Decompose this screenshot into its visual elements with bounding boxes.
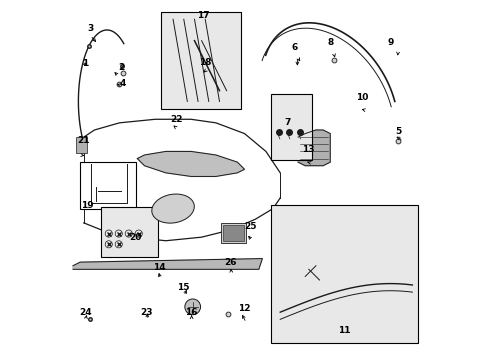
- Text: 22: 22: [170, 115, 183, 124]
- Text: 8: 8: [326, 38, 333, 47]
- Text: 24: 24: [79, 308, 92, 317]
- Bar: [223, 225, 244, 241]
- Text: 13: 13: [301, 145, 314, 154]
- Bar: [76, 137, 86, 153]
- Text: 6: 6: [291, 43, 297, 52]
- Text: 4: 4: [120, 79, 126, 88]
- Polygon shape: [73, 258, 262, 269]
- Text: 5: 5: [394, 127, 401, 136]
- Text: 19: 19: [81, 201, 93, 210]
- Bar: [221, 223, 246, 243]
- Text: 2: 2: [118, 63, 124, 72]
- Bar: [160, 12, 241, 109]
- Bar: [80, 162, 135, 208]
- Text: 25: 25: [244, 222, 257, 231]
- Bar: [271, 205, 417, 342]
- Ellipse shape: [151, 194, 194, 223]
- Text: 9: 9: [386, 38, 393, 47]
- Bar: [101, 207, 158, 257]
- Text: 17: 17: [197, 11, 210, 20]
- Text: 11: 11: [338, 325, 350, 334]
- Text: 3: 3: [87, 24, 93, 33]
- Text: 10: 10: [355, 93, 368, 102]
- Text: 20: 20: [129, 233, 142, 242]
- Polygon shape: [298, 130, 329, 166]
- Text: 15: 15: [177, 283, 190, 292]
- Polygon shape: [137, 152, 244, 176]
- Text: 14: 14: [153, 263, 165, 272]
- Text: 7: 7: [284, 118, 290, 127]
- Circle shape: [184, 299, 200, 315]
- Text: 26: 26: [224, 258, 236, 267]
- Text: 18: 18: [199, 58, 211, 67]
- Text: 1: 1: [82, 59, 88, 68]
- Bar: [271, 94, 312, 160]
- Text: 23: 23: [140, 308, 152, 317]
- Text: 16: 16: [184, 308, 197, 317]
- Text: 21: 21: [77, 136, 89, 145]
- Text: 12: 12: [238, 304, 250, 313]
